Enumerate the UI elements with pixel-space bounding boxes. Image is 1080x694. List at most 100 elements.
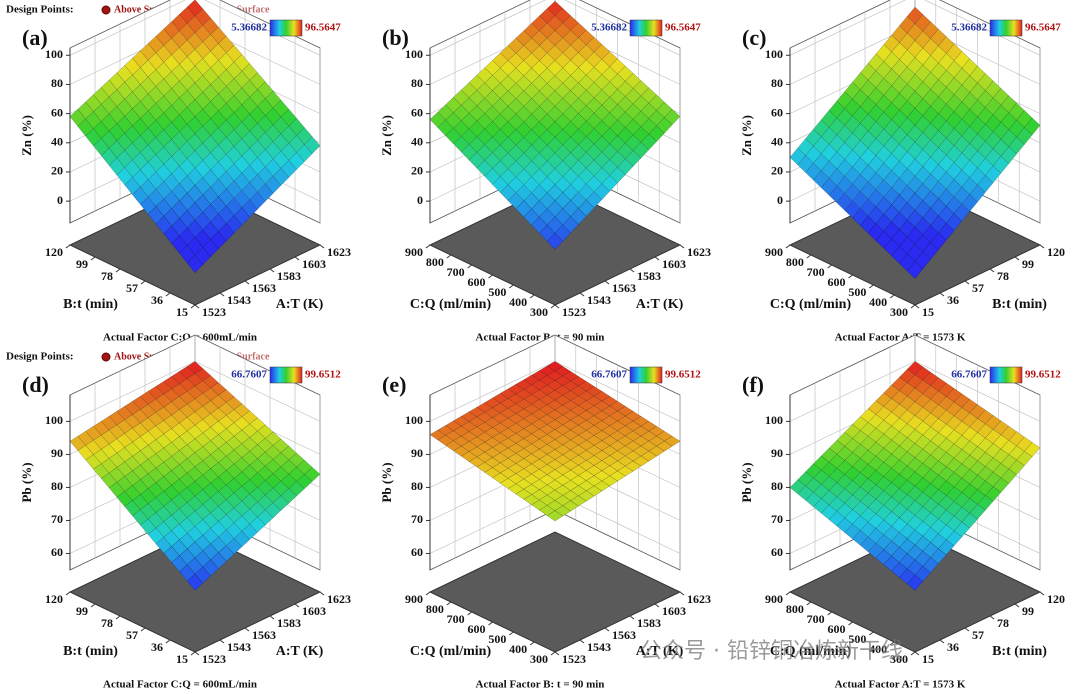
surface-cell [969, 99, 986, 118]
surface-cell [906, 226, 924, 245]
x-tick-label: 1623 [327, 592, 351, 606]
surface-cell [241, 199, 258, 218]
surface-cell [617, 425, 634, 437]
surface-cell [186, 541, 204, 559]
surface-cell [992, 477, 1010, 493]
surface-cell [249, 444, 266, 459]
surface-cell [194, 159, 211, 178]
surface-cell [546, 390, 564, 401]
surface-cell [492, 52, 509, 69]
surface-cell [155, 536, 172, 554]
tick-mark [869, 284, 874, 289]
surface-cell [992, 155, 1010, 174]
surface-cell [554, 454, 572, 466]
tick-mark [989, 615, 995, 620]
surface-cell [186, 133, 204, 152]
surface-cell [601, 425, 618, 436]
surface-cell [914, 149, 931, 167]
surface-cell [961, 75, 978, 93]
surface-cell [601, 415, 618, 427]
surface-cell [186, 573, 204, 591]
surface-cell [906, 485, 924, 501]
surface-cell [961, 143, 978, 161]
surface-cell [132, 50, 149, 68]
legend-title: Design Points: [6, 4, 74, 16]
surface-cell [538, 464, 556, 475]
surface-cell [163, 121, 180, 140]
surface-cell [601, 96, 618, 113]
surface-cell [186, 48, 204, 67]
surface-cell [554, 434, 572, 446]
tick-mark [509, 284, 514, 289]
surface-cell [194, 446, 211, 462]
surface-cell [969, 150, 986, 169]
z-tick-label: 80 [411, 479, 423, 493]
surface-cell [272, 99, 290, 118]
tick-mark [629, 268, 635, 273]
surface-cell [132, 509, 149, 526]
tick-mark [294, 256, 300, 261]
surface-cell [961, 126, 978, 144]
surface-cell [538, 484, 556, 496]
tick-mark [785, 591, 791, 596]
surface-cell [914, 379, 931, 395]
surface-cell [656, 431, 673, 442]
x-tick-label: 1563 [612, 628, 636, 642]
surface-cell [609, 401, 626, 412]
x-tick-label: 1523 [202, 305, 226, 319]
z-tick-label: 0 [417, 193, 423, 207]
surface-cell [194, 393, 211, 407]
surface-cell [492, 67, 509, 84]
surface-cell [914, 251, 931, 270]
tick-mark [806, 254, 812, 259]
surface-cell [805, 491, 822, 508]
x-tick-label: 1583 [277, 269, 301, 283]
surface-cell [601, 174, 618, 192]
x-tick-label: 36 [947, 293, 959, 307]
surface-cell [969, 418, 986, 433]
surface [789, 6, 1041, 279]
surface-cell [906, 107, 924, 126]
tick-mark [939, 292, 945, 297]
surface-cell [186, 525, 204, 543]
surface-cell [546, 45, 564, 61]
z-tick-label: 20 [771, 164, 783, 178]
surface-cell [617, 80, 634, 97]
tick-mark [848, 621, 853, 626]
surface-cell [531, 216, 548, 234]
surface-cell [179, 403, 196, 418]
footer: Actual Factor C:Q = 600mL/min [103, 332, 257, 344]
surface-cell [961, 483, 978, 499]
x-tick-label: 1603 [662, 257, 686, 271]
surface-cell [194, 550, 211, 568]
surface [69, 0, 321, 274]
z-tick-label: 100 [765, 413, 783, 427]
surface-cell [179, 472, 196, 488]
x-tick-label: 1563 [252, 281, 276, 295]
y-tick-label: 700 [807, 612, 825, 626]
surface-cell [546, 15, 564, 31]
surface-cell [844, 200, 861, 219]
colorbar-max: 96.5647 [305, 22, 341, 34]
surface-cell [899, 568, 916, 585]
panel-label: (d) [22, 372, 49, 397]
surface-cell [538, 454, 556, 465]
surface-cell [914, 434, 931, 450]
x-tick-label: 57 [972, 281, 984, 295]
surface-cell [632, 435, 650, 447]
tick-mark [140, 627, 146, 632]
tick-mark [910, 304, 916, 309]
colorbar [989, 19, 1023, 37]
surface-cell [906, 559, 924, 576]
tick-mark [244, 627, 250, 632]
surface-cell [186, 254, 204, 274]
surface-cell [179, 417, 196, 432]
surface-cell [969, 432, 986, 447]
x-tick-label: 1603 [662, 604, 686, 618]
surface-cell [108, 481, 126, 498]
x-axis-title: B:t (min) [992, 297, 1047, 312]
surface-cell [186, 32, 204, 50]
surface-cell [609, 460, 626, 472]
surface-cell [852, 208, 869, 226]
surface-cell [116, 167, 133, 186]
